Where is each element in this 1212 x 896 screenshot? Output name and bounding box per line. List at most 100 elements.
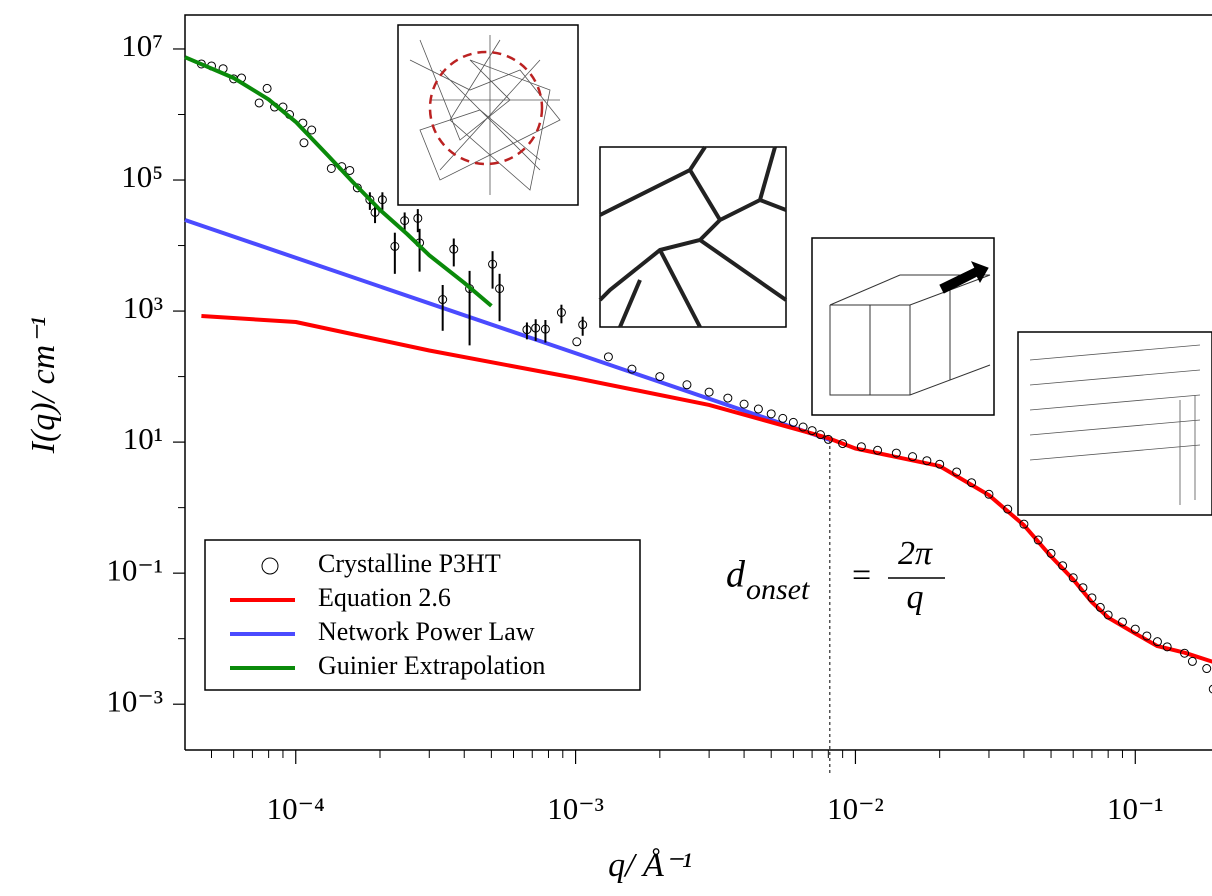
data-point	[807, 426, 817, 436]
fit-line	[184, 55, 493, 308]
data-point	[572, 337, 582, 347]
data-point	[723, 393, 733, 403]
legend-label: Equation 2.6	[318, 583, 451, 612]
data-point	[326, 163, 336, 173]
data-point	[1130, 624, 1140, 634]
inset-arrow	[939, 261, 989, 294]
data-point	[578, 320, 588, 330]
data-point	[984, 489, 994, 499]
data-point	[603, 352, 613, 362]
legend-label: Network Power Law	[318, 617, 535, 646]
x-tick-label: 10⁻²	[827, 791, 884, 826]
data-point	[788, 417, 798, 427]
data-point	[438, 295, 448, 305]
data-point	[370, 207, 380, 217]
data-point	[1180, 648, 1190, 658]
data-point	[400, 216, 410, 226]
data-point	[753, 404, 763, 414]
data-point	[891, 448, 901, 458]
fit-line	[184, 218, 831, 442]
data-point	[531, 323, 541, 333]
data-point	[1208, 684, 1212, 694]
legend-label: Crystalline P3HT	[318, 549, 501, 578]
data-point	[488, 259, 498, 269]
data-point	[627, 364, 637, 374]
data-point	[413, 213, 423, 223]
data-point	[1046, 548, 1056, 558]
data-point	[1142, 631, 1152, 641]
data-point	[1162, 642, 1172, 652]
y-tick-label: 10⁻³	[106, 683, 163, 718]
legend: Crystalline P3HT Equation 2.6 Network Powe…	[204, 539, 641, 691]
data-point	[838, 439, 848, 449]
data-point	[1019, 519, 1029, 529]
data-point	[1152, 637, 1162, 647]
data-point	[798, 422, 808, 432]
y-tick-label: 10⁵	[121, 159, 163, 194]
data-point	[377, 195, 387, 205]
data-point	[655, 372, 665, 382]
data-point	[778, 413, 788, 423]
x-axis-label: q/ Å⁻¹	[608, 847, 692, 884]
data-point	[390, 241, 400, 251]
data-point	[254, 98, 264, 108]
data-point	[307, 125, 317, 135]
legend-label: Guinier Extrapolation	[318, 651, 545, 680]
data-point	[935, 459, 945, 469]
data-point	[967, 478, 977, 488]
data-point	[908, 452, 918, 462]
data-point	[1068, 573, 1078, 583]
onset-numerator: 2π	[898, 535, 933, 572]
data-point	[1103, 610, 1113, 620]
y-tick-label: 10⁻¹	[106, 552, 163, 587]
data-point	[449, 244, 459, 254]
inset-chains-lines	[1029, 344, 1201, 505]
x-tick-label: 10⁻⁴	[267, 791, 325, 826]
data-point	[766, 409, 776, 419]
data-point	[1058, 561, 1068, 571]
onset-d: d	[726, 554, 746, 596]
onset-equals: =	[852, 557, 871, 594]
onset-sub: onset	[746, 573, 810, 606]
data-point	[1003, 504, 1013, 514]
data-point	[922, 456, 932, 466]
inset-lamellae-lines	[829, 274, 991, 396]
data-point	[815, 430, 825, 440]
data-point	[739, 399, 749, 409]
data-point	[1202, 664, 1212, 674]
onset-denominator: q	[907, 579, 924, 616]
data-point	[495, 284, 505, 294]
x-tick-label: 10⁻¹	[1107, 791, 1164, 826]
y-tick-label: 10⁷	[121, 28, 163, 63]
y-tick-label: 10¹	[123, 421, 163, 456]
inset-lamellae	[811, 237, 995, 416]
inset-network-lines	[598, 145, 788, 328]
data-point	[823, 434, 833, 444]
data-point	[522, 325, 532, 335]
data-point	[873, 445, 883, 455]
data-point	[1033, 535, 1043, 545]
plot-area	[184, 55, 1212, 694]
axis-frame	[184, 14, 1212, 750]
data-point	[556, 308, 566, 318]
data-point	[952, 467, 962, 477]
x-tick-label: 10⁻³	[547, 791, 604, 826]
data-point	[345, 165, 355, 175]
inset-coil-tangle	[409, 35, 561, 195]
data-point	[1087, 593, 1097, 603]
y-axis-label: I(q)/ cm⁻¹	[25, 317, 62, 455]
data-point	[262, 83, 272, 93]
data-point	[682, 380, 692, 390]
data-point	[1117, 617, 1127, 627]
inset-coil	[397, 24, 579, 206]
data-point	[365, 195, 375, 205]
inset-chains	[1017, 331, 1212, 516]
data-point	[299, 138, 309, 148]
inset-images	[397, 24, 1212, 516]
data-point	[540, 324, 550, 334]
data-point	[1078, 583, 1088, 593]
inset-coil-circle	[428, 50, 544, 166]
data-point	[856, 442, 866, 452]
